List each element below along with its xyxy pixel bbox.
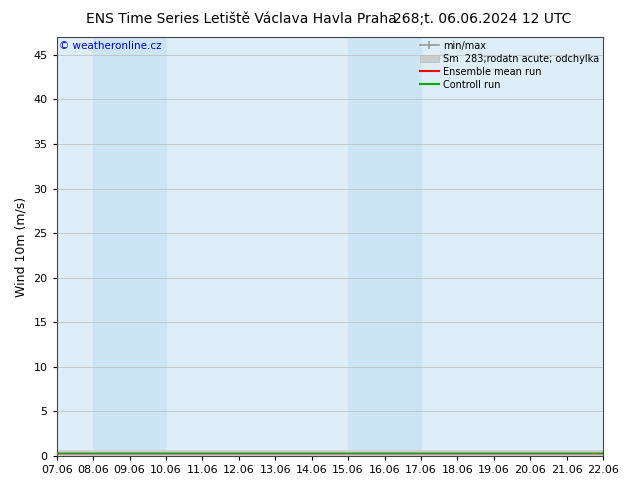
Text: 268;t. 06.06.2024 12 UTC: 268;t. 06.06.2024 12 UTC — [392, 12, 571, 26]
Bar — [93, 37, 166, 456]
Text: ENS Time Series Letiště Václava Havla Praha: ENS Time Series Letiště Václava Havla Pr… — [86, 12, 396, 26]
Y-axis label: Wind 10m (m/s): Wind 10m (m/s) — [15, 196, 28, 296]
Bar — [348, 37, 421, 456]
Text: © weatheronline.cz: © weatheronline.cz — [60, 41, 162, 51]
Legend: min/max, Sm  283;rodatn acute; odchylka, Ensemble mean run, Controll run: min/max, Sm 283;rodatn acute; odchylka, … — [417, 38, 602, 93]
